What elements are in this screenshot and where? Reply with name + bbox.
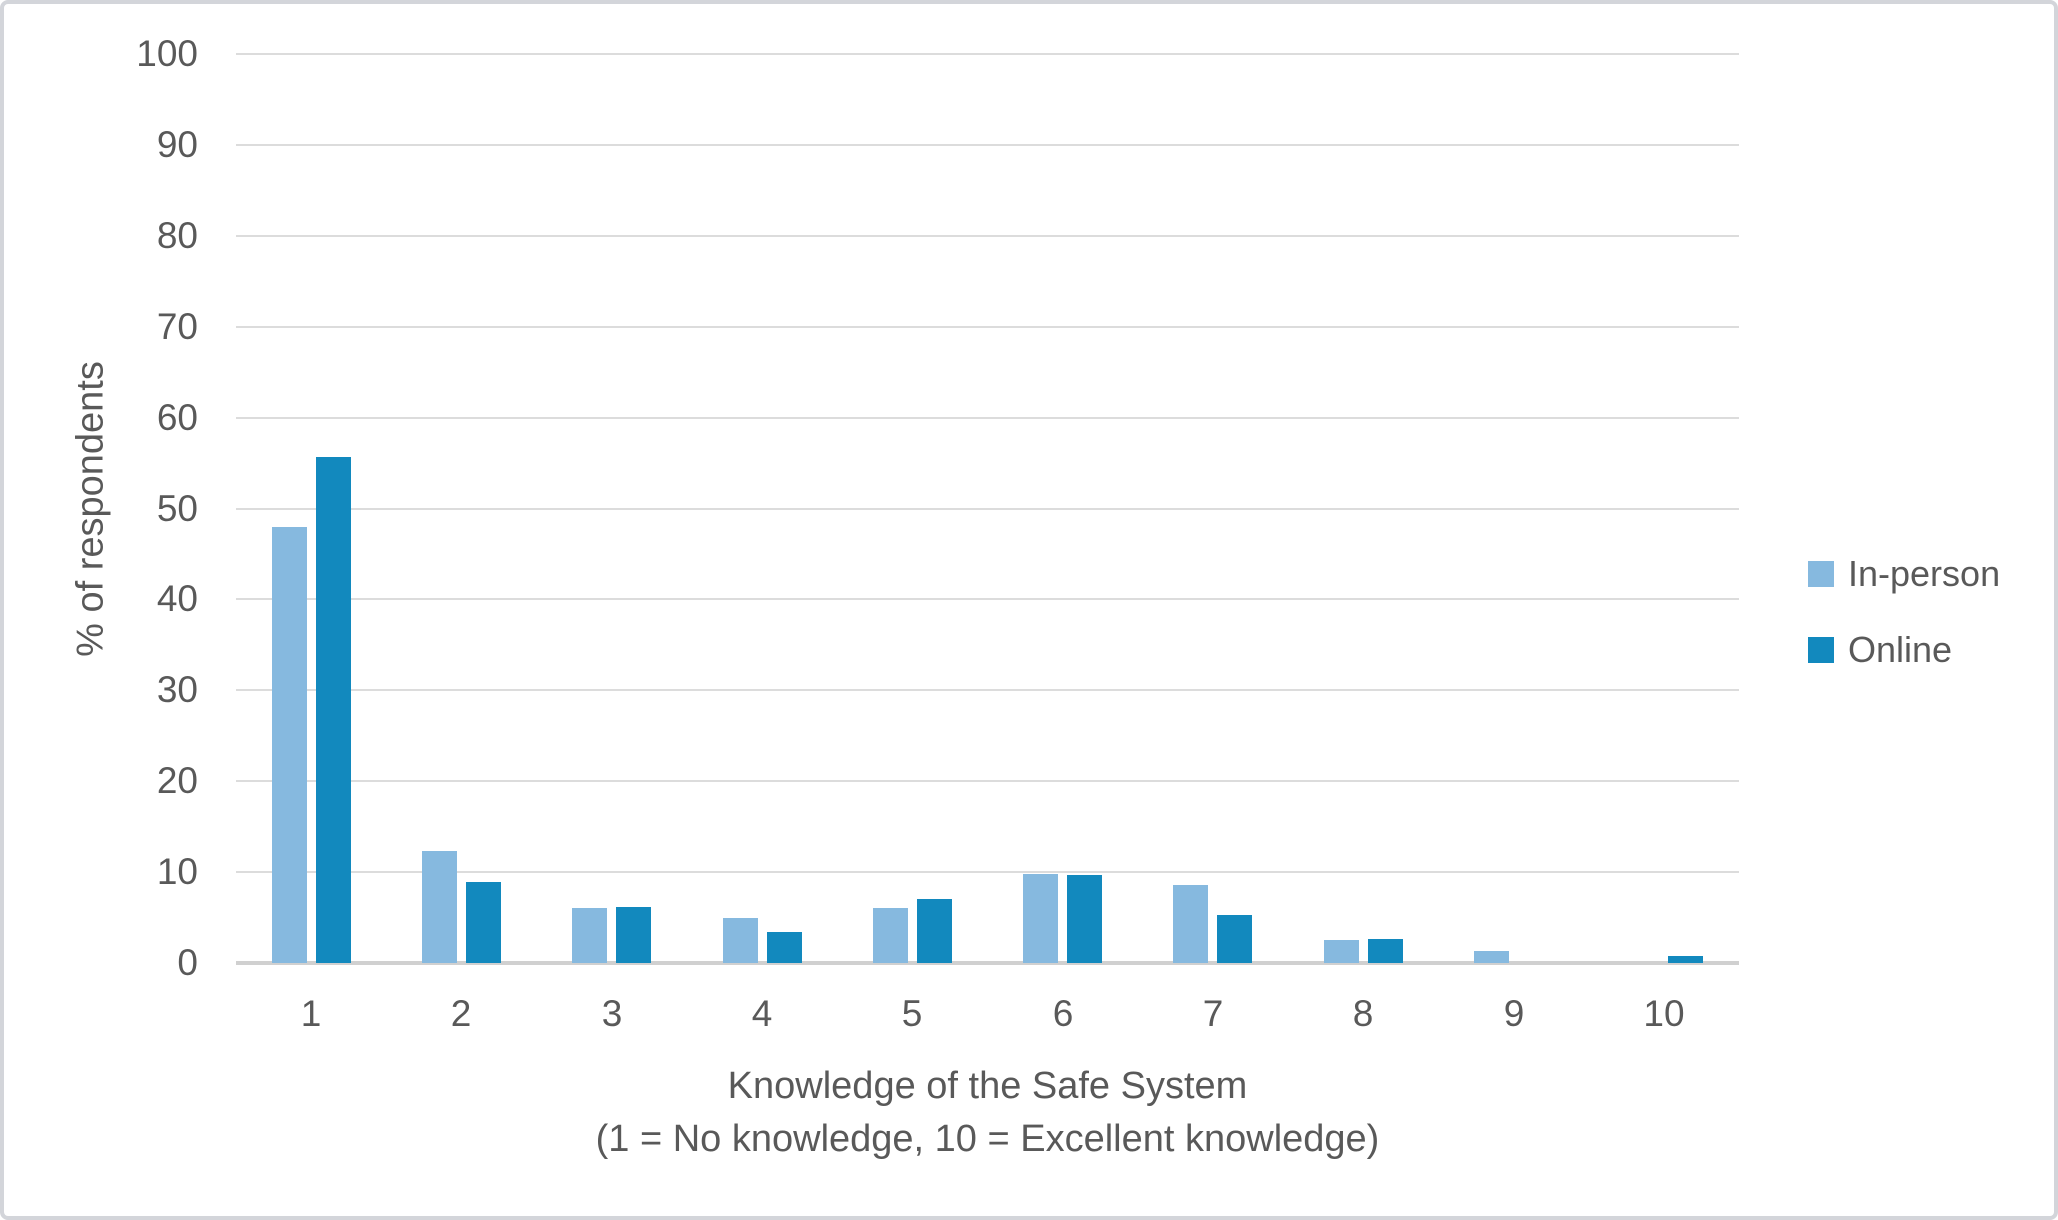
gridline: [236, 53, 1739, 55]
y-tick-label-20: 20: [156, 760, 198, 801]
legend-label: Online: [1848, 629, 1953, 670]
gridline: [236, 871, 1739, 874]
y-tick-label-70: 70: [156, 306, 198, 347]
legend-label: In-person: [1848, 553, 2001, 594]
plot-area: [236, 53, 1739, 965]
x-tick-label-7: 7: [1202, 993, 1224, 1034]
y-tick-label-40: 40: [156, 578, 198, 619]
gridline: [236, 325, 1739, 328]
gridline: [236, 416, 1739, 419]
bar-online-cat-3: [616, 907, 651, 963]
bar-in-person-cat-2: [422, 851, 457, 963]
y-tick-label-10: 10: [156, 851, 198, 892]
bar-in-person-cat-8: [1324, 940, 1359, 963]
bar-in-person-cat-3: [572, 908, 607, 963]
legend-swatch-icon: [1808, 637, 1834, 663]
y-tick-label-100: 100: [136, 33, 198, 74]
gridline: [236, 507, 1739, 510]
y-tick-label-0: 0: [177, 942, 198, 983]
bar-online-cat-5: [917, 899, 952, 963]
x-axis-title-line1: Knowledge of the Safe System: [727, 1065, 1248, 1107]
y-tick-label-80: 80: [156, 215, 198, 256]
x-tick-label-5: 5: [901, 993, 923, 1034]
bar-in-person-cat-7: [1173, 885, 1208, 963]
x-axis-title-line2: (1 = No knowledge, 10 = Excellent knowle…: [595, 1118, 1380, 1160]
bar-online-cat-8: [1368, 939, 1403, 963]
x-axis-title: Knowledge of the Safe System (1 = No kno…: [236, 1060, 1739, 1166]
bar-in-person-cat-1: [272, 527, 307, 963]
x-tick-label-10: 10: [1643, 993, 1685, 1034]
gridline: [236, 689, 1739, 692]
x-tick-label-1: 1: [300, 993, 322, 1034]
gridline: [236, 780, 1739, 783]
bar-in-person-cat-5: [873, 908, 908, 963]
x-axis-line: [236, 961, 1739, 965]
x-tick-label-4: 4: [751, 993, 773, 1034]
y-tick-label-90: 90: [156, 124, 198, 165]
y-tick-label-50: 50: [156, 488, 198, 529]
gridline: [236, 234, 1739, 237]
x-tick-label-3: 3: [601, 993, 623, 1034]
bar-in-person-cat-4: [723, 918, 758, 963]
y-tick-label-30: 30: [156, 669, 198, 710]
bar-online-cat-2: [466, 882, 501, 963]
gridline: [236, 143, 1739, 146]
y-tick-label-60: 60: [156, 397, 198, 438]
x-tick-label-8: 8: [1352, 993, 1374, 1034]
bar-online-cat-7: [1217, 915, 1252, 963]
legend: In-person Online: [1808, 550, 2000, 674]
bar-online-cat-6: [1067, 875, 1102, 963]
x-tick-label-9: 9: [1503, 993, 1525, 1034]
x-tick-label-2: 2: [450, 993, 472, 1034]
bar-online-cat-1: [316, 457, 351, 963]
bar-in-person-cat-6: [1023, 874, 1058, 963]
legend-item-online: Online: [1808, 626, 2000, 674]
bar-online-cat-10: [1668, 956, 1703, 963]
bar-in-person-cat-9: [1474, 951, 1509, 963]
legend-swatch-icon: [1808, 561, 1834, 587]
gridline: [236, 598, 1739, 601]
bar-online-cat-4: [767, 932, 802, 963]
x-tick-label-6: 6: [1052, 993, 1074, 1034]
legend-item-in-person: In-person: [1808, 550, 2000, 598]
